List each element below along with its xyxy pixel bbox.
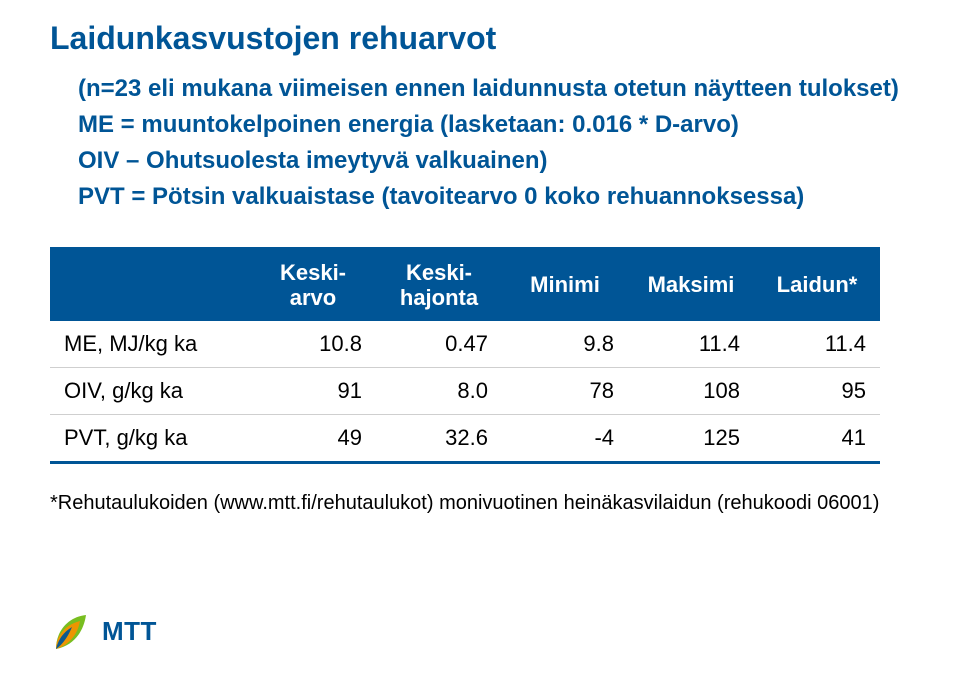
table-cell: 0.47	[376, 321, 502, 368]
table-row: PVT, g/kg ka 49 32.6 -4 125 41	[50, 414, 880, 462]
table-cell: -4	[502, 414, 628, 462]
table-header-cell	[50, 249, 250, 321]
table-row: OIV, g/kg ka 91 8.0 78 108 95	[50, 367, 880, 414]
table-cell: 9.8	[502, 321, 628, 368]
subtitle-line: PVT = Pötsin valkuaistase (tavoitearvo 0…	[78, 179, 910, 215]
table-cell: 41	[754, 414, 880, 462]
subtitle-line: OIV – Ohutsuolesta imeytyvä valkuainen)	[78, 143, 910, 179]
table-cell: 49	[250, 414, 376, 462]
subtitle-line: (n=23 eli mukana viimeisen ennen laidunn…	[78, 71, 910, 107]
table-header-cell: Minimi	[502, 249, 628, 321]
table-header-cell: Laidun*	[754, 249, 880, 321]
table-body: ME, MJ/kg ka 10.8 0.47 9.8 11.4 11.4 OIV…	[50, 321, 880, 463]
subtitle-line: ME = muuntokelpoinen energia (lasketaan:…	[78, 107, 910, 143]
footnote-text: *Rehutaulukoiden (www.mtt.fi/rehutauluko…	[50, 492, 910, 515]
logo-text: MTT	[102, 616, 157, 647]
table-header: Keski-arvo Keski-hajonta Minimi Maksimi …	[50, 249, 880, 321]
table-cell: 11.4	[754, 321, 880, 368]
table-cell: 10.8	[250, 321, 376, 368]
mtt-logo: MTT	[50, 607, 157, 655]
table-header-cell: Keski-arvo	[250, 249, 376, 321]
table-cell: 125	[628, 414, 754, 462]
row-label: OIV, g/kg ka	[50, 367, 250, 414]
row-label: PVT, g/kg ka	[50, 414, 250, 462]
data-table: Keski-arvo Keski-hajonta Minimi Maksimi …	[50, 247, 880, 464]
table-row: ME, MJ/kg ka 10.8 0.47 9.8 11.4 11.4	[50, 321, 880, 368]
table-header-cell: Keski-hajonta	[376, 249, 502, 321]
leaf-icon	[50, 607, 98, 655]
table-cell: 78	[502, 367, 628, 414]
table-cell: 95	[754, 367, 880, 414]
row-label: ME, MJ/kg ka	[50, 321, 250, 368]
table-cell: 91	[250, 367, 376, 414]
table-cell: 11.4	[628, 321, 754, 368]
table-cell: 108	[628, 367, 754, 414]
table-cell: 32.6	[376, 414, 502, 462]
page-title: Laidunkasvustojen rehuarvot	[50, 20, 910, 57]
table-cell: 8.0	[376, 367, 502, 414]
subtitle-block: (n=23 eli mukana viimeisen ennen laidunn…	[78, 71, 910, 215]
table-header-cell: Maksimi	[628, 249, 754, 321]
